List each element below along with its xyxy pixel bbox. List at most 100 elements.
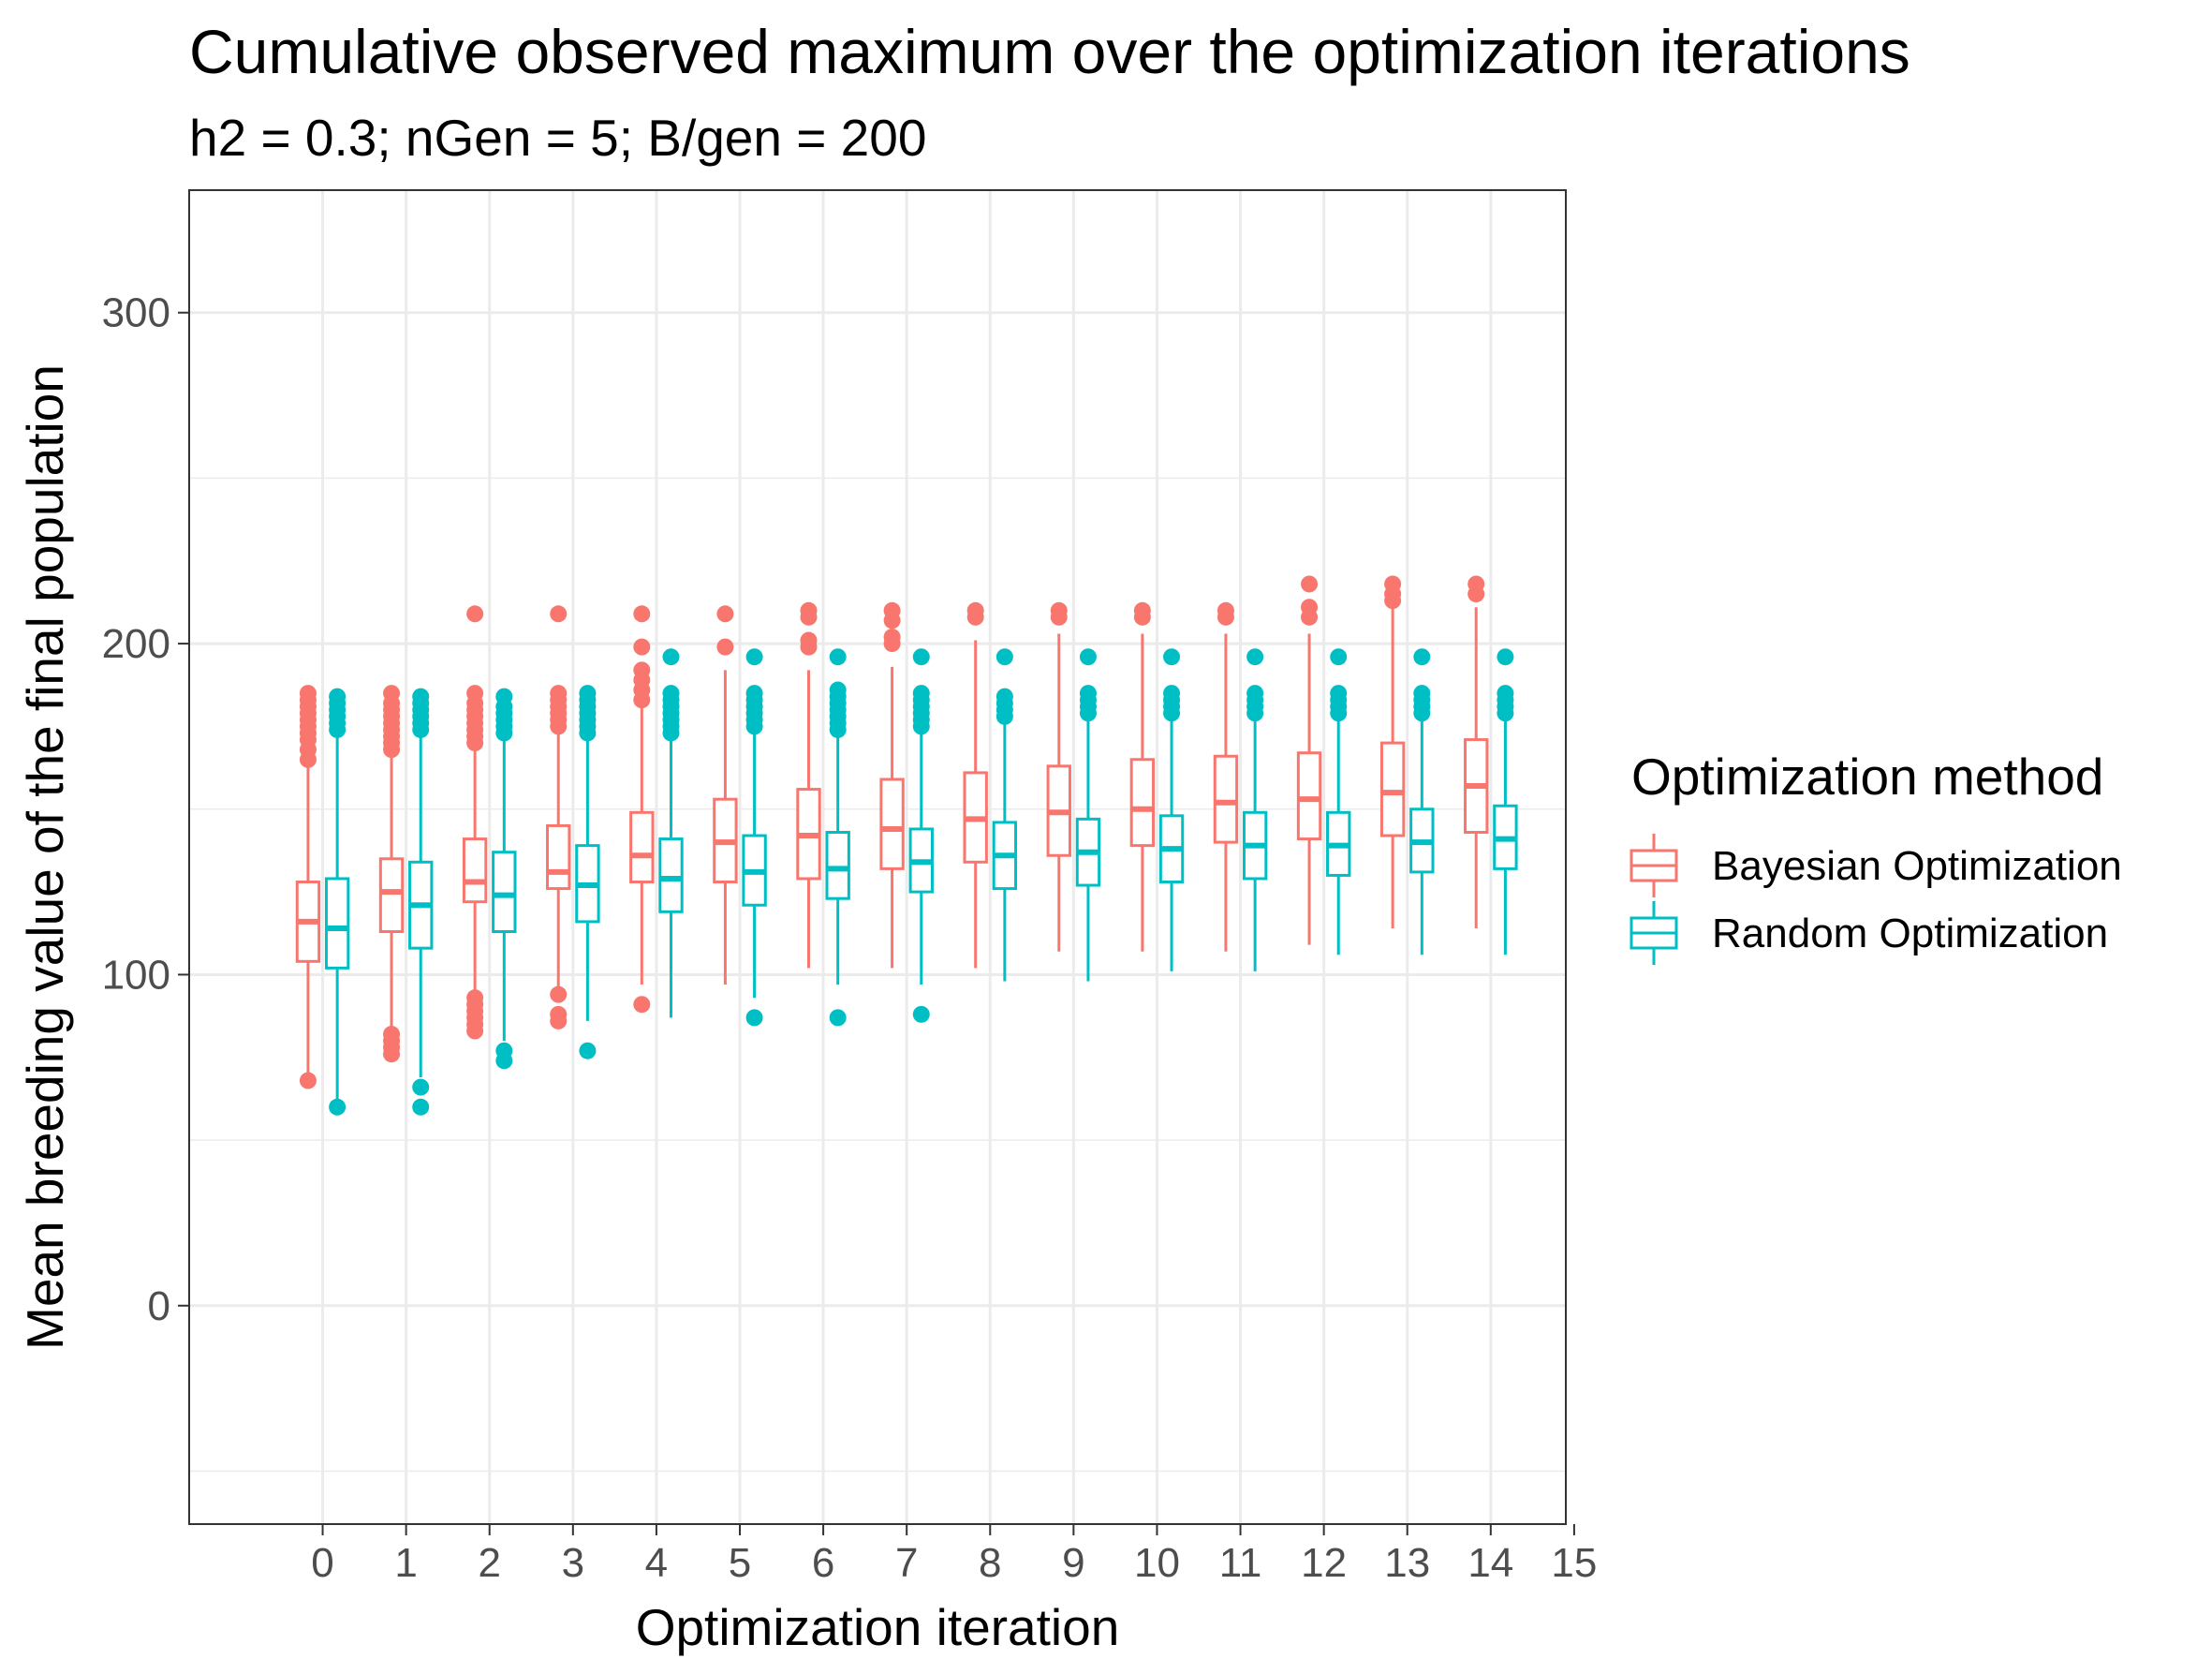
box-group <box>1213 601 1239 952</box>
outlier-point <box>912 648 930 666</box>
outlier-point <box>579 1042 597 1059</box>
y-tick-label: 300 <box>102 290 170 336</box>
outlier-point <box>1050 601 1068 619</box>
x-tick-label: 4 <box>645 1540 668 1586</box>
box-body <box>546 823 571 891</box>
outlier-point <box>1413 685 1431 703</box>
x-tick-label: 2 <box>478 1540 500 1586</box>
plot-background <box>189 190 1566 1524</box>
x-tick-label: 11 <box>1219 1540 1262 1586</box>
box-group <box>963 601 988 969</box>
outlier-point <box>550 685 568 703</box>
box-group <box>1296 575 1322 945</box>
outlier-point <box>1246 685 1264 703</box>
box-group <box>1464 575 1489 928</box>
box-body <box>1213 754 1239 844</box>
box-group <box>1493 648 1518 955</box>
outlier-point <box>495 688 513 705</box>
outlier-point <box>633 605 651 623</box>
outlier-point <box>412 1098 430 1116</box>
outlier-point <box>995 648 1013 666</box>
grid-lines <box>189 190 1566 1524</box>
legend-key <box>1630 901 1678 965</box>
outlier-point <box>1163 685 1181 703</box>
x-tick-label: 6 <box>812 1540 834 1586</box>
outlier-point <box>1384 575 1402 593</box>
outlier-point <box>1133 601 1151 619</box>
box-body <box>1129 758 1156 848</box>
outlier-point <box>800 631 818 649</box>
outlier-point <box>1163 648 1181 666</box>
x-tick-label: 8 <box>979 1540 1001 1586</box>
outlier-point <box>1301 599 1319 616</box>
box-group <box>879 601 905 969</box>
outlier-point <box>495 1042 513 1059</box>
box-group <box>295 685 321 1089</box>
box-group <box>629 605 655 1014</box>
box-group <box>1242 648 1268 971</box>
outlier-point <box>745 1009 763 1027</box>
y-axis-title: Mean breeding value of the final populat… <box>16 364 74 1350</box>
box-group <box>742 648 767 1027</box>
x-tick-label: 10 <box>1134 1540 1180 1586</box>
outlier-point <box>550 985 568 1003</box>
x-axis-title: Optimization iteration <box>636 1598 1120 1656</box>
box-group <box>1158 648 1185 971</box>
box-body <box>1379 741 1406 837</box>
outlier-point <box>966 601 984 619</box>
box-body <box>378 857 405 934</box>
box-group <box>1129 601 1156 952</box>
outlier-point <box>1467 575 1485 593</box>
plot-panel <box>188 189 1567 1525</box>
box-body <box>658 837 684 913</box>
legend-keys: Bayesian Optimization Random Optimization <box>1630 834 2122 965</box>
outlier-point <box>829 1009 847 1027</box>
x-tick-label: 7 <box>895 1540 918 1586</box>
box-body <box>1296 751 1322 841</box>
outlier-point <box>299 1072 317 1089</box>
outlier-point <box>1413 648 1431 666</box>
outlier-point <box>633 996 651 1014</box>
outlier-point <box>633 661 651 679</box>
box-group <box>492 688 517 1070</box>
box-body <box>879 778 905 870</box>
outlier-point <box>579 685 597 703</box>
box-body <box>825 830 850 900</box>
chart-subtitle: h2 = 0.3; nGen = 5; B/gen = 200 <box>189 109 926 167</box>
outlier-point <box>662 685 680 703</box>
box-body <box>324 877 350 970</box>
outlier-point <box>412 688 430 705</box>
outlier-point <box>662 648 680 666</box>
x-tick-label: 14 <box>1467 1540 1513 1586</box>
outlier-point <box>1330 685 1348 703</box>
box-group <box>575 685 600 1059</box>
legend-title: Optimization method <box>1631 748 2103 806</box>
box-group <box>713 605 738 985</box>
outlier-point <box>883 629 901 646</box>
outlier-point <box>995 688 1013 705</box>
x-tick-label: 13 <box>1384 1540 1430 1586</box>
legend: Optimization method Bayesian Optimizatio… <box>1630 748 2122 965</box>
outlier-point <box>912 685 930 703</box>
outlier-point <box>716 605 734 623</box>
outlier-point <box>1497 648 1514 666</box>
box-group <box>462 605 488 1040</box>
y-tick-label: 200 <box>102 621 170 667</box>
outlier-point <box>912 1005 930 1023</box>
x-tick-label: 5 <box>729 1540 751 1586</box>
outlier-point <box>550 1005 568 1023</box>
outlier-point <box>329 1098 347 1116</box>
box-group <box>408 688 434 1116</box>
outlier-point <box>299 685 317 703</box>
outlier-point <box>1246 648 1264 666</box>
outlier-point <box>329 688 347 705</box>
legend-label: Bayesian Optimization <box>1712 843 2122 889</box>
box-group <box>992 648 1018 982</box>
x-tick-label: 0 <box>311 1540 333 1586</box>
outlier-point <box>466 989 484 1007</box>
box-group <box>1326 648 1351 955</box>
y-tick-label: 100 <box>102 952 170 998</box>
box-group <box>825 648 850 1027</box>
x-tick-label: 9 <box>1062 1540 1084 1586</box>
